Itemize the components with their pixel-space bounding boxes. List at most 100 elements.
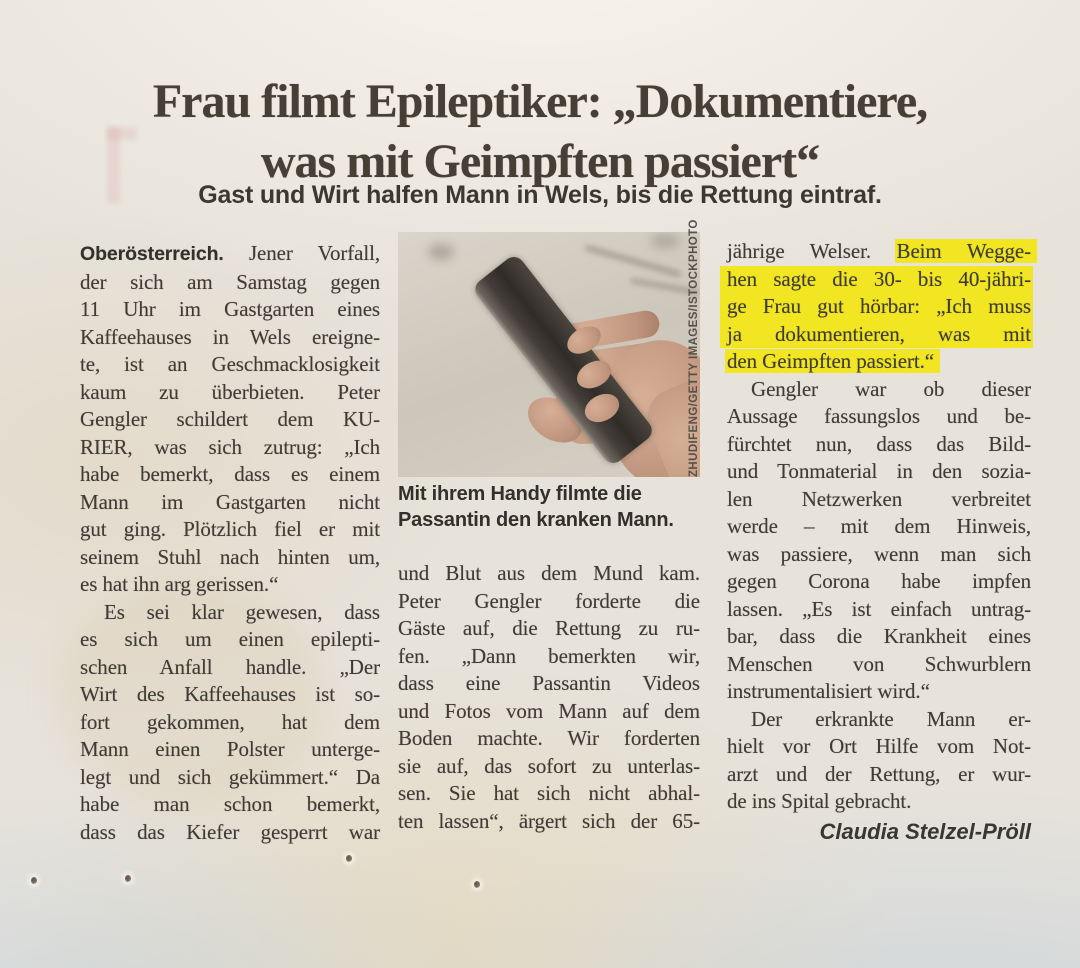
photo-caption: Mit ihrem Handy filmte die Passantin den… bbox=[398, 481, 700, 533]
text-run: hen sagte die 30- bis 40-jähri- bbox=[727, 266, 1031, 291]
text-run: 11 Uhr im Gastgarten eines bbox=[80, 297, 380, 321]
paragraph: Gengler war ob dieser Aussage fassungslos… bbox=[727, 376, 1031, 706]
paragraph: Der erkrankte Mann er-hielt vor Ort Hilf… bbox=[727, 706, 1031, 816]
paper-stain bbox=[55, 580, 325, 810]
article-line: fen. „Dann bemerkten wir, bbox=[398, 643, 700, 671]
text-run: habe bemerkt, dass es einem bbox=[80, 462, 380, 486]
text-run: Gengler schildert dem KU- bbox=[80, 407, 380, 431]
article-line: bar, dass die Krankheit eines bbox=[727, 623, 1031, 651]
article-line: fort gekommen, hat dem bbox=[80, 709, 380, 737]
text-run: te, ist an Geschmacklosigkeit bbox=[80, 352, 380, 376]
lead-in: Oberösterreich. bbox=[80, 243, 224, 265]
article-photo bbox=[398, 232, 700, 477]
article-line: Gäste auf, die Rettung zu ru- bbox=[398, 615, 700, 643]
text-run: Gäste auf, die Rettung zu ru- bbox=[398, 616, 700, 640]
article-line: instrumentalisiert wird.“ bbox=[727, 678, 1031, 706]
column-2: und Blut aus dem Mund kam. Peter Gengler … bbox=[398, 560, 700, 835]
article-line: legt und sich gekümmert.“ Da bbox=[80, 764, 380, 792]
text-run: Kaffeehauses in Wels ereigne- bbox=[80, 324, 380, 349]
article-line: und Fotos vom Mann auf dem bbox=[398, 698, 700, 726]
text-run: es sich um einen epilepti- bbox=[80, 627, 380, 651]
headline-line-2: was mit Geimpften passiert“ bbox=[260, 135, 820, 189]
article-line: was passiere, wenn man sich bbox=[727, 541, 1031, 569]
text-run: de ins Spital gebracht. bbox=[727, 789, 912, 813]
text-run: schen Anfall handle. „Der bbox=[80, 654, 380, 679]
text-run: len Netzwerken verbreitet bbox=[727, 486, 1031, 511]
text-run: Mann im Gastgarten nicht bbox=[80, 489, 380, 514]
highlighted-text: Beim Wegge- bbox=[896, 239, 1031, 263]
article-line: kaum zu überbieten. Peter bbox=[80, 379, 380, 407]
text-run: bar, dass die Krankheit eines bbox=[727, 624, 1031, 648]
text-run: kaum zu überbieten. Peter bbox=[80, 379, 380, 404]
marble-spot bbox=[650, 234, 680, 248]
article-line: Mann im Gastgarten nicht bbox=[80, 489, 380, 517]
article-line: sen. Sie hat sich nicht abhal- bbox=[398, 780, 700, 808]
text-run: seinem Stuhl nach hinten um, bbox=[80, 544, 380, 569]
text-run: Gengler war ob dieser bbox=[751, 376, 1031, 401]
article-line: fürchtet nun, dass das Bild- bbox=[727, 431, 1031, 459]
article-line: Gengler war ob dieser bbox=[727, 376, 1031, 404]
text-run: legt und sich gekümmert.“ Da bbox=[80, 764, 380, 789]
article-line: gegen Corona habe impfen bbox=[727, 568, 1031, 596]
article-line: der sich am Samstag gegen bbox=[80, 269, 380, 297]
article-line: Der erkrankte Mann er- bbox=[727, 706, 1031, 734]
text-run: Menschen von Schwurblern bbox=[727, 651, 1031, 676]
article-line: te, ist an Geschmacklosigkeit bbox=[80, 351, 380, 379]
article-line: ja dokumentieren, was mit bbox=[727, 320, 1031, 348]
article-line: hielt vor Ort Hilfe vom Not- bbox=[727, 733, 1031, 761]
text-run: der sich am Samstag gegen bbox=[80, 269, 380, 294]
article-line: Menschen von Schwurblern bbox=[727, 651, 1031, 679]
photo-credit-text: ZHUDIFENG/GETTY IMAGES/ISTOCKPHOTO bbox=[688, 219, 700, 477]
article-line: de ins Spital gebracht. bbox=[727, 788, 1031, 816]
text-run: fort gekommen, hat dem bbox=[80, 709, 380, 734]
article-line: es sich um einen epilepti- bbox=[80, 626, 380, 654]
text-run: Wirt des Kaffeehauses ist so- bbox=[80, 682, 380, 706]
text-run: Peter Gengler forderte die bbox=[398, 588, 700, 613]
text-run: gegen Corona habe impfen bbox=[727, 569, 1031, 593]
article-line: dass das Kiefer gesperrt war bbox=[80, 819, 380, 847]
paragraph: Oberösterreich. Jener Vorfall, der sich a… bbox=[80, 240, 380, 599]
text-run: jährige Welser. bbox=[727, 239, 897, 263]
article-line: RIER, was sich zutrug: „Ich bbox=[80, 434, 380, 462]
text-run: lassen. „Es ist einfach untrag- bbox=[727, 596, 1031, 621]
paper-smudge bbox=[107, 127, 120, 203]
text-run: fürchtet nun, dass das Bild- bbox=[727, 431, 1031, 456]
paragraph: Es sei klar gewesen, dass es sich um eine… bbox=[80, 599, 380, 847]
article-line: lassen. „Es ist einfach untrag- bbox=[727, 596, 1031, 624]
text-run: Es sei klar gewesen, dass bbox=[104, 599, 380, 624]
text-run: ten lassen“, ärgert sich der 65- bbox=[398, 808, 700, 833]
article-line: ge Frau gut hörbar: „Ich muss bbox=[727, 293, 1031, 321]
text-run: RIER, was sich zutrug: „Ich bbox=[80, 434, 380, 459]
text-run: Der erkrankte Mann er- bbox=[751, 706, 1031, 731]
article-line: werde – mit dem Hinweis, bbox=[727, 513, 1031, 541]
text-run: ge Frau gut hörbar: „Ich muss bbox=[727, 294, 1031, 318]
headline: Frau filmt Epileptiker: „Dokumentiere, w… bbox=[0, 72, 1080, 192]
marble-spot bbox=[428, 244, 454, 260]
marble-vein bbox=[584, 244, 682, 278]
article-line: habe man schon bemerkt, bbox=[80, 791, 380, 819]
article-line: Oberösterreich. Jener Vorfall, bbox=[80, 240, 380, 269]
paragraph: und Blut aus dem Mund kam. Peter Gengler … bbox=[398, 560, 700, 835]
text-run: hielt vor Ort Hilfe vom Not- bbox=[727, 734, 1031, 758]
article-line: Mann einen Polster unterge- bbox=[80, 736, 380, 764]
article-line: es hat ihn arg gerissen.“ bbox=[80, 571, 380, 599]
text-run: es hat ihn arg gerissen.“ bbox=[80, 572, 279, 596]
column-3-text: jährige Welser. Beim Wegge-hen sagte die… bbox=[727, 238, 1031, 816]
caption-line-2: Passantin den kranken Mann. bbox=[398, 509, 674, 531]
text-run: sie auf, das sofort zu unterlas- bbox=[398, 753, 700, 778]
text-run: was passiere, wenn man sich bbox=[727, 541, 1031, 566]
headline-line-1: Frau filmt Epileptiker: „Dokumentiere, bbox=[152, 75, 928, 129]
article-line: und Tonmaterial in den sozia- bbox=[727, 458, 1031, 486]
article-line: Es sei klar gewesen, dass bbox=[80, 599, 380, 627]
photo-credit: ZHUDIFENG/GETTY IMAGES/ISTOCKPHOTO bbox=[688, 219, 706, 477]
article-line: habe bemerkt, dass es einem bbox=[80, 461, 380, 489]
text-run: dass das Kiefer gesperrt war bbox=[80, 819, 380, 844]
subheadline: Gast und Wirt halfen Mann in Wels, bis d… bbox=[198, 181, 882, 209]
byline: Claudia Stelzel-Pröll bbox=[819, 818, 1032, 844]
highlighted-text: den Geimpften passiert.“ bbox=[727, 349, 934, 373]
paper-smudge bbox=[107, 127, 137, 140]
text-run: und Fotos vom Mann auf dem bbox=[398, 698, 700, 723]
text-run: Jener Vorfall, bbox=[223, 241, 380, 265]
text-run: instrumentalisiert wird.“ bbox=[727, 679, 930, 703]
